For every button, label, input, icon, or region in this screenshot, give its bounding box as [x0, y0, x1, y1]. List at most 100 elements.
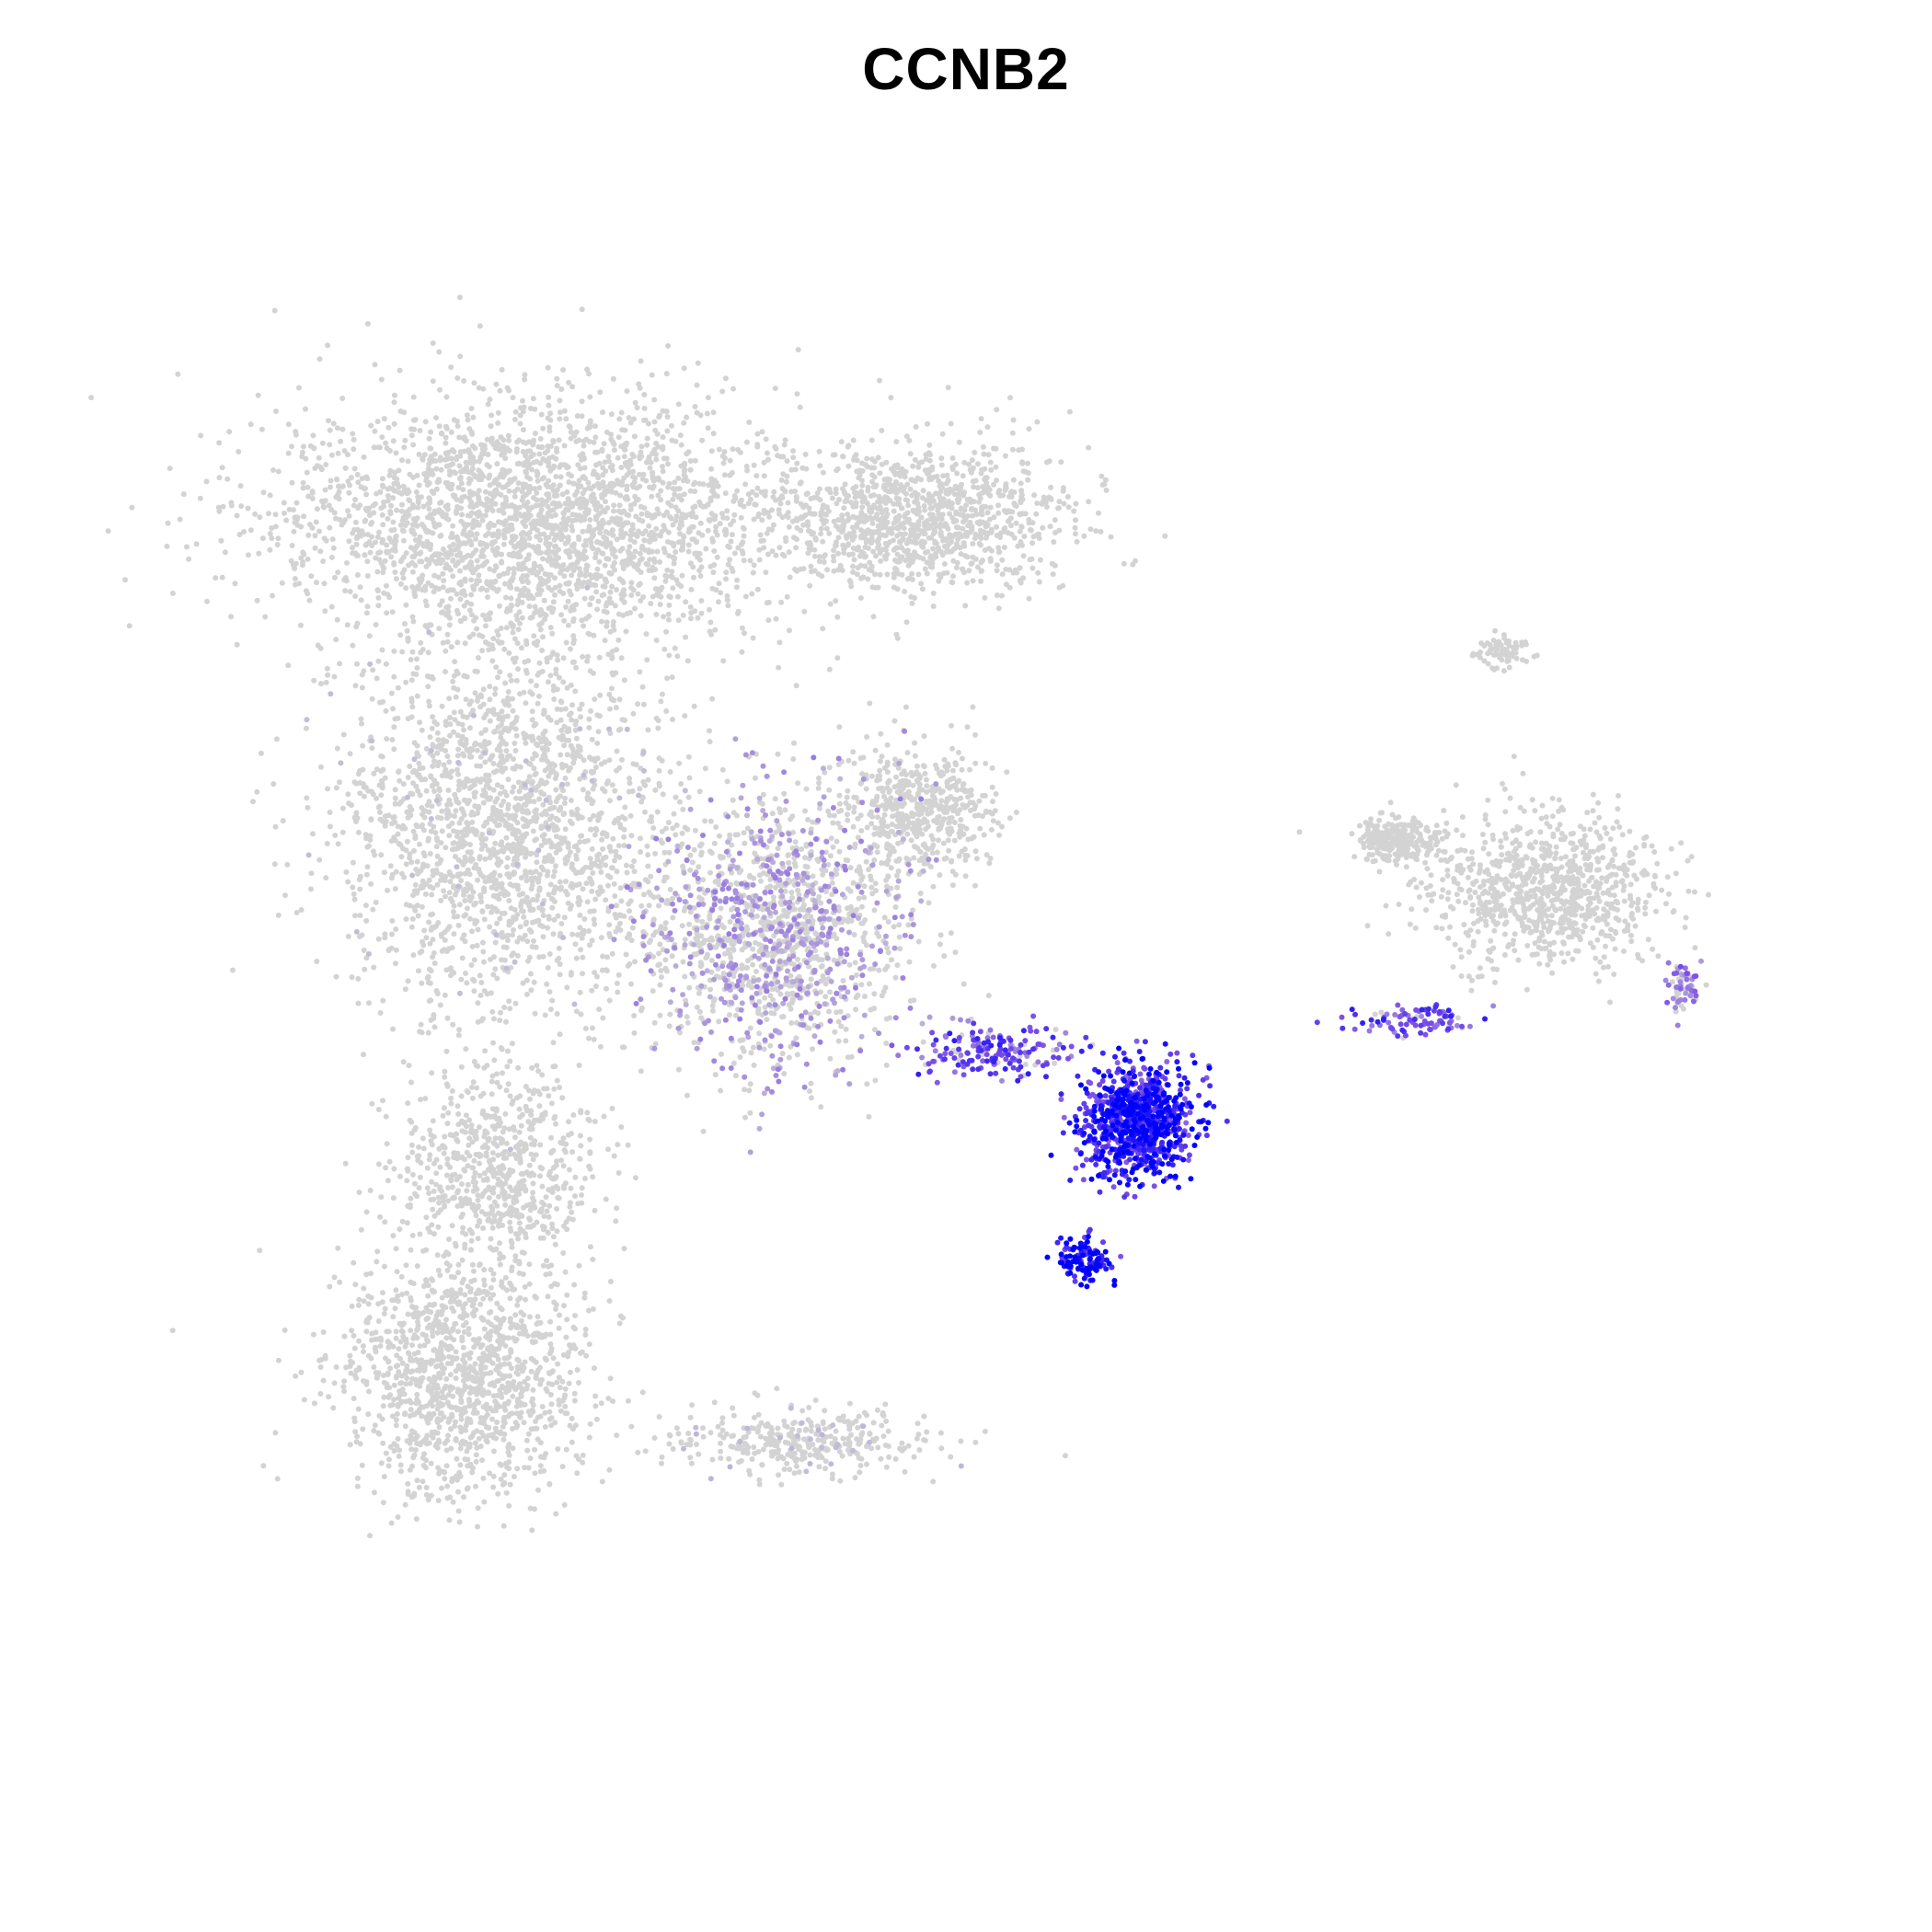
cell-point — [1002, 525, 1008, 531]
cell-point — [436, 423, 443, 430]
cell-point — [504, 713, 511, 719]
cell-point — [326, 418, 331, 424]
cell-point — [820, 538, 826, 545]
cell-point — [489, 753, 496, 759]
cell-point — [669, 674, 675, 681]
cell-point — [167, 466, 173, 472]
cell-point — [524, 938, 531, 945]
cell-point — [591, 532, 597, 538]
cell-point — [430, 885, 436, 891]
cell-point — [838, 439, 845, 445]
cell-point — [597, 483, 603, 489]
cell-point — [829, 495, 835, 501]
cell-point — [437, 500, 443, 506]
cell-point — [387, 863, 394, 869]
cell-point — [730, 446, 736, 453]
cell-point — [631, 416, 637, 422]
cell-point — [618, 655, 625, 661]
cell-point — [1011, 489, 1018, 495]
cell-point — [601, 441, 607, 447]
cell-point — [422, 419, 429, 425]
cell-point — [565, 581, 571, 587]
cell-point — [664, 414, 671, 420]
cell-point — [531, 563, 537, 569]
cell-point — [549, 609, 556, 615]
cell-point — [816, 554, 822, 560]
cell-point — [458, 976, 465, 983]
cell-point — [731, 550, 738, 557]
cell-point — [393, 926, 399, 932]
cell-point — [537, 612, 544, 618]
cell-point — [580, 475, 586, 480]
cell-point — [505, 776, 512, 783]
cell-point — [728, 522, 733, 528]
cell-point — [511, 756, 516, 763]
cell-point — [546, 477, 552, 484]
cell-point — [288, 558, 294, 564]
cell-point — [1018, 480, 1024, 487]
cell-point — [512, 417, 518, 422]
cell-point — [455, 857, 462, 863]
cell-point — [550, 439, 557, 445]
cell-point — [454, 591, 460, 597]
cell-point — [561, 408, 568, 414]
cell-point — [480, 949, 487, 955]
cell-point — [788, 466, 795, 473]
cell-point — [523, 919, 530, 926]
cell-point — [425, 514, 431, 521]
cell-point — [818, 525, 824, 532]
cell-point — [996, 534, 1003, 539]
cell-point — [955, 500, 961, 506]
cell-point — [425, 466, 431, 472]
cell-point — [777, 500, 784, 507]
cell-point — [552, 544, 558, 550]
cell-point — [546, 773, 552, 779]
cell-point — [949, 464, 956, 470]
cell-point — [391, 561, 397, 568]
cell-point — [481, 560, 488, 567]
cell-point — [703, 546, 709, 552]
cell-point — [414, 858, 420, 865]
cell-point — [448, 644, 454, 650]
cell-point — [427, 940, 433, 947]
cell-point — [347, 589, 353, 594]
cell-point — [689, 510, 696, 516]
cell-point — [783, 478, 789, 485]
cell-point — [496, 572, 502, 579]
cell-point — [845, 541, 851, 547]
cell-point — [758, 489, 765, 495]
cell-point — [932, 538, 938, 545]
cell-point — [447, 774, 454, 780]
cell-point — [454, 914, 461, 920]
cell-point — [619, 560, 626, 567]
cell-point — [379, 482, 385, 489]
cell-point — [644, 435, 650, 442]
cell-point — [650, 564, 656, 570]
cell-point — [419, 727, 425, 733]
cell-point — [894, 586, 901, 592]
cell-point — [914, 540, 919, 546]
cell-point — [671, 543, 677, 549]
cell-point — [336, 496, 342, 502]
cell-point — [488, 423, 494, 430]
cell-point — [495, 409, 501, 416]
cell-point — [454, 607, 460, 614]
cell-point — [941, 561, 948, 567]
cell-point — [713, 480, 719, 486]
cell-point — [1019, 446, 1026, 453]
cell-point — [429, 458, 434, 465]
cell-point — [372, 362, 378, 368]
cell-point — [357, 913, 363, 918]
cell-point — [383, 440, 389, 446]
cell-point — [908, 593, 914, 600]
cell-point — [592, 434, 599, 441]
cell-point — [346, 489, 352, 496]
cell-point — [747, 496, 753, 502]
cell-point — [821, 521, 827, 527]
cell-point — [484, 581, 490, 587]
cell-point — [933, 502, 939, 509]
cell-point — [398, 854, 405, 860]
cell-point — [426, 877, 432, 883]
cell-point — [488, 795, 494, 801]
cell-point — [671, 560, 677, 567]
